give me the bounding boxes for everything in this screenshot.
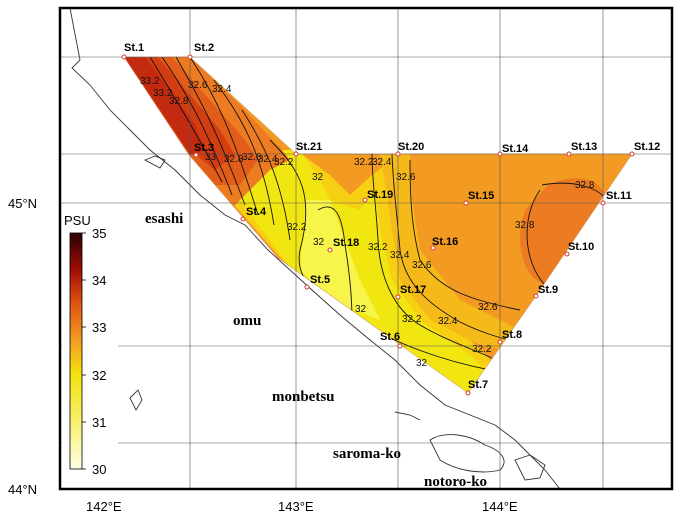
contour-lines: [149, 57, 611, 371]
contour-label: 32.2: [287, 222, 307, 233]
contour-label: 32.8: [515, 220, 535, 231]
station-label-1: St.1: [124, 42, 144, 54]
colorbar-tick: 30: [92, 462, 106, 477]
contour-label: 32: [416, 358, 428, 369]
axis-labels: 45°N 44°N 142°E 143°E 144°E: [8, 196, 518, 514]
colorbar-tick: 35: [92, 226, 106, 241]
station-label-14: St.14: [502, 143, 529, 155]
contour-label: 32.6: [242, 152, 262, 163]
contour-labels: 33.2 33.2 32.8 32.6 32.4 33 32.8 32.6 32…: [140, 76, 595, 369]
station-label-7: St.7: [468, 379, 488, 391]
contour-label: 33.2: [140, 76, 160, 87]
station-label-13: St.13: [571, 141, 597, 153]
station-label-6: St.6: [380, 331, 400, 343]
contour-label: 32.8: [169, 96, 189, 107]
station-label-15: St.15: [468, 190, 494, 202]
contour-label: 32.2: [472, 344, 492, 355]
station-label-4: St.4: [246, 206, 267, 218]
station-label-19: St.19: [367, 189, 393, 201]
lat-label-44n: 44°N: [8, 482, 37, 497]
contour-label: 32.4: [212, 84, 232, 95]
contour-label: 32.6: [412, 260, 432, 271]
colorbar-tick: 32: [92, 368, 106, 383]
colorbar-tick: 31: [92, 415, 106, 430]
contour-label: 32.2: [354, 157, 374, 168]
contour-label: 32.4: [258, 154, 278, 165]
contour-label: 32: [312, 172, 324, 183]
map-grid: [60, 8, 672, 489]
contour-label: 32.6: [188, 80, 208, 91]
colorbar-ramp: [69, 232, 83, 470]
colorbar-tick: 33: [92, 320, 106, 335]
contour-label: 33.2: [153, 88, 173, 99]
lon-label-143e: 143°E: [278, 499, 314, 514]
station-label-16: St.16: [432, 236, 458, 248]
contour-label: 32.6: [478, 302, 498, 313]
contour-label: 32.4: [372, 157, 392, 168]
lon-label-144e: 144°E: [482, 499, 518, 514]
station-label-21: St.21: [296, 141, 322, 153]
station-label-5: St.5: [310, 274, 330, 286]
place-esashi: esashi: [145, 211, 183, 227]
place-notoro: notoro-ko: [424, 474, 487, 490]
contour-label: 33: [205, 152, 217, 163]
place-saroma: saroma-ko: [333, 446, 401, 462]
lat-label-45n: 45°N: [8, 196, 37, 211]
station-label-8: St.8: [502, 329, 522, 341]
place-monbetsu: monbetsu: [272, 389, 335, 405]
station-label-17: St.17: [400, 284, 426, 296]
contour-label: 32.8: [224, 154, 244, 165]
station-label-9: St.9: [538, 284, 558, 296]
contour-label: 32: [355, 304, 367, 315]
station-label-2: St.2: [194, 42, 214, 54]
station-label-18: St.18: [333, 237, 359, 249]
coastline: [69, 8, 561, 489]
station-markers: [121, 54, 635, 396]
map-frame: [58, 6, 674, 491]
contour-label: 32.2: [274, 157, 294, 168]
colorbar-unit: PSU: [64, 213, 91, 228]
contour-label: 32.6: [396, 172, 416, 183]
contour-label: 32.4: [438, 316, 458, 327]
station-label-10: St.10: [568, 241, 594, 253]
contour-label: 32.8: [575, 180, 595, 191]
place-names: esashi omu monbetsu saroma-ko notoro-ko: [145, 211, 487, 490]
colorbar-tick: 34: [92, 273, 106, 288]
colorbar: PSU 35 34 33 32 31 30: [62, 212, 118, 482]
place-omu: omu: [233, 313, 261, 329]
contour-label: 32.2: [402, 314, 422, 325]
station-label-12: St.12: [634, 141, 660, 153]
lon-label-142e: 142°E: [86, 499, 122, 514]
station-label-20: St.20: [398, 141, 424, 153]
station-label-3: St.3: [194, 142, 214, 154]
contour-label: 32: [313, 237, 325, 248]
contour-label: 32.2: [368, 242, 388, 253]
station-labels: St.1 St.2 St.3 St.4 St.5 St.6 St.7 St.8 …: [124, 42, 660, 391]
contour-label: 32.4: [390, 250, 410, 261]
station-label-11: St.11: [606, 190, 632, 202]
